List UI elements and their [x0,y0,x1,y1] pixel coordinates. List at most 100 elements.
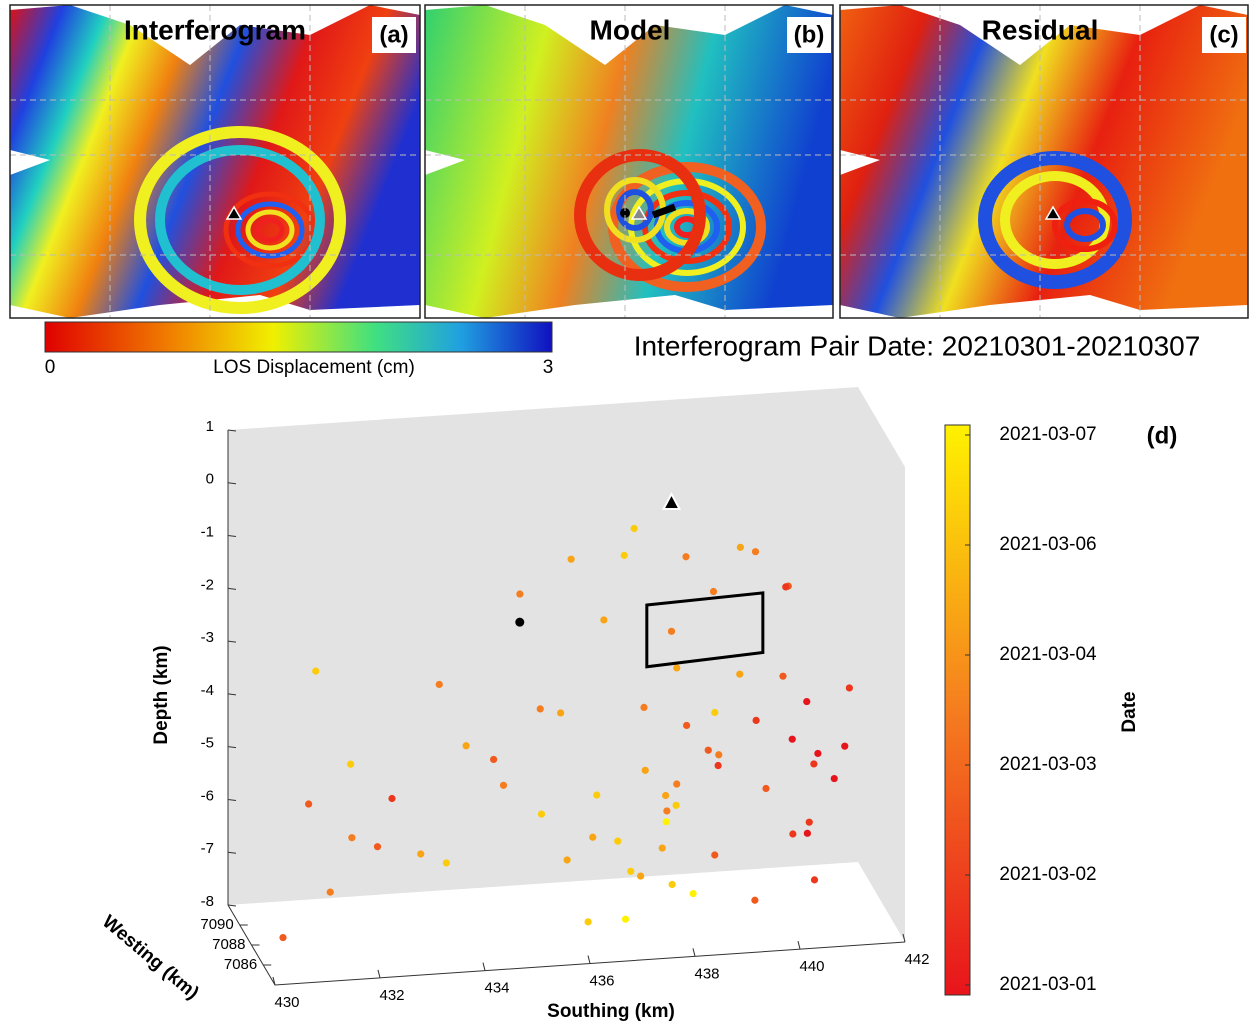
los-colorbar [44,321,553,353]
event [593,791,601,799]
z-tick-label: -8 [201,893,214,910]
panel-title: Interferogram [124,14,306,45]
event [347,760,355,768]
event [621,915,630,923]
z-tick-label: -7 [201,840,214,857]
z-tick [227,429,237,432]
pair-date: Interferogram Pair Date: 20210301-202103… [634,330,1201,361]
colorbar-label: LOS Displacement (cm) [213,357,415,378]
x-tick [692,948,696,957]
event [630,524,638,533]
colorbar-tick-label: 3 [543,357,554,378]
z-tick [227,587,237,590]
event [845,684,853,692]
event [667,627,676,635]
panel-label: (c) [1209,21,1238,48]
event [557,709,565,717]
x-tick-label: 432 [379,987,404,1004]
event [305,800,313,808]
panel-title: Model [590,14,671,45]
z-tick [227,851,237,854]
event [620,551,628,559]
fringes [134,126,346,314]
event [762,784,770,793]
x-tick-label: 430 [274,994,299,1011]
y-tick-label: 7088 [212,936,245,953]
x-tick-label: 436 [589,972,614,989]
event [627,867,635,875]
z-tick-label: 0 [206,471,214,488]
event [736,670,744,678]
z-tick [227,693,237,696]
label-box [1202,17,1246,53]
event [711,708,719,717]
colorbar-tick-label: 2021-03-03 [999,754,1096,775]
event [614,837,622,845]
event [672,801,680,809]
colorbar-tick-label: 2021-03-04 [999,644,1097,665]
event [752,716,760,725]
x-tick [272,976,276,986]
event [751,548,760,556]
event [810,876,819,884]
panel-c: Residual (c) [839,4,1249,319]
z-tick-label: 1 [206,418,214,435]
event [810,760,818,768]
event [279,933,287,942]
event [841,742,849,750]
event [490,755,498,764]
date-colorbar [944,424,971,996]
colorbar-tick-label: 2021-03-07 [999,424,1096,445]
label-box [787,17,831,53]
event [779,672,787,680]
x-axis-label: Southing (km) [547,1001,675,1022]
z-tick [227,482,237,485]
fringes [978,151,1132,289]
fringes [574,149,766,292]
vent-marker [1044,205,1062,220]
image-area [10,5,420,318]
panel-label: (a) [379,21,408,48]
panel-label: (d) [1147,422,1178,449]
colorbar-label: Date [1119,691,1140,732]
event [789,830,797,838]
event [637,872,645,880]
x-tick [377,969,381,978]
z-tick [227,746,237,749]
event [673,780,681,788]
z-tick-label: -5 [201,735,214,752]
grid [425,5,833,318]
event [567,555,575,563]
fault-trace [651,203,677,219]
z-tick-label: -2 [201,576,214,593]
side-wall [858,387,905,942]
y-tick-label: 7090 [200,916,233,933]
event [600,616,608,624]
frame [839,4,1249,319]
label-box [372,17,416,53]
event [662,791,670,800]
z-tick-label: -3 [201,629,214,646]
event [711,851,719,859]
event [668,880,676,889]
event [682,553,690,561]
y-tick-label: 7086 [224,956,257,973]
vent-marker [225,205,243,220]
z-tick-label: -1 [201,524,214,541]
x-tick [587,955,591,964]
event [714,761,722,770]
z-tick [227,798,237,801]
event [788,735,796,743]
event [641,766,649,774]
event [673,664,681,672]
event [442,859,450,867]
panel-a: Interferogram (a) [9,4,421,319]
event [417,850,425,858]
z-axis-label: Depth (km) [151,645,172,744]
event [782,583,790,591]
event [689,889,697,898]
x-tick-label: 434 [484,980,509,997]
fault-plane [645,591,765,669]
colorbar-tick-label: 0 [45,357,56,378]
scatter3d: 1 0 -1 -2 -3 -4 -5 -6 -7 -8 430 432 434 436 438 440 442 7… [98,387,1177,1022]
